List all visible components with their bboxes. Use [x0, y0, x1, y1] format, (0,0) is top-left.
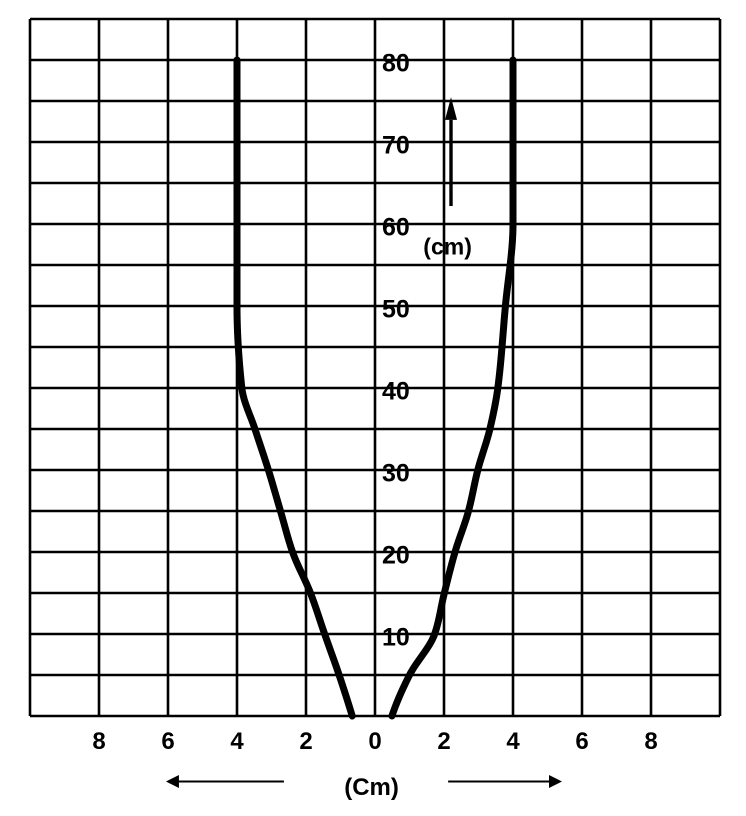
- svg-text:60: 60: [382, 214, 410, 242]
- svg-text:10: 10: [382, 624, 410, 652]
- svg-text:30: 30: [382, 460, 410, 488]
- svg-text:4: 4: [230, 728, 244, 755]
- svg-text:0: 0: [368, 728, 381, 755]
- svg-text:(cm): (cm): [423, 233, 472, 259]
- svg-text:2: 2: [299, 728, 312, 755]
- svg-text:(Cm): (Cm): [344, 774, 399, 801]
- svg-text:4: 4: [506, 728, 520, 755]
- svg-text:20: 20: [382, 542, 410, 570]
- svg-text:8: 8: [644, 728, 657, 755]
- svg-text:70: 70: [382, 132, 410, 160]
- svg-text:2: 2: [437, 728, 450, 755]
- svg-text:6: 6: [575, 728, 588, 755]
- svg-text:6: 6: [161, 728, 174, 755]
- svg-text:8: 8: [92, 728, 105, 755]
- svg-text:40: 40: [382, 378, 410, 406]
- svg-text:80: 80: [382, 50, 410, 78]
- svg-text:50: 50: [382, 296, 410, 324]
